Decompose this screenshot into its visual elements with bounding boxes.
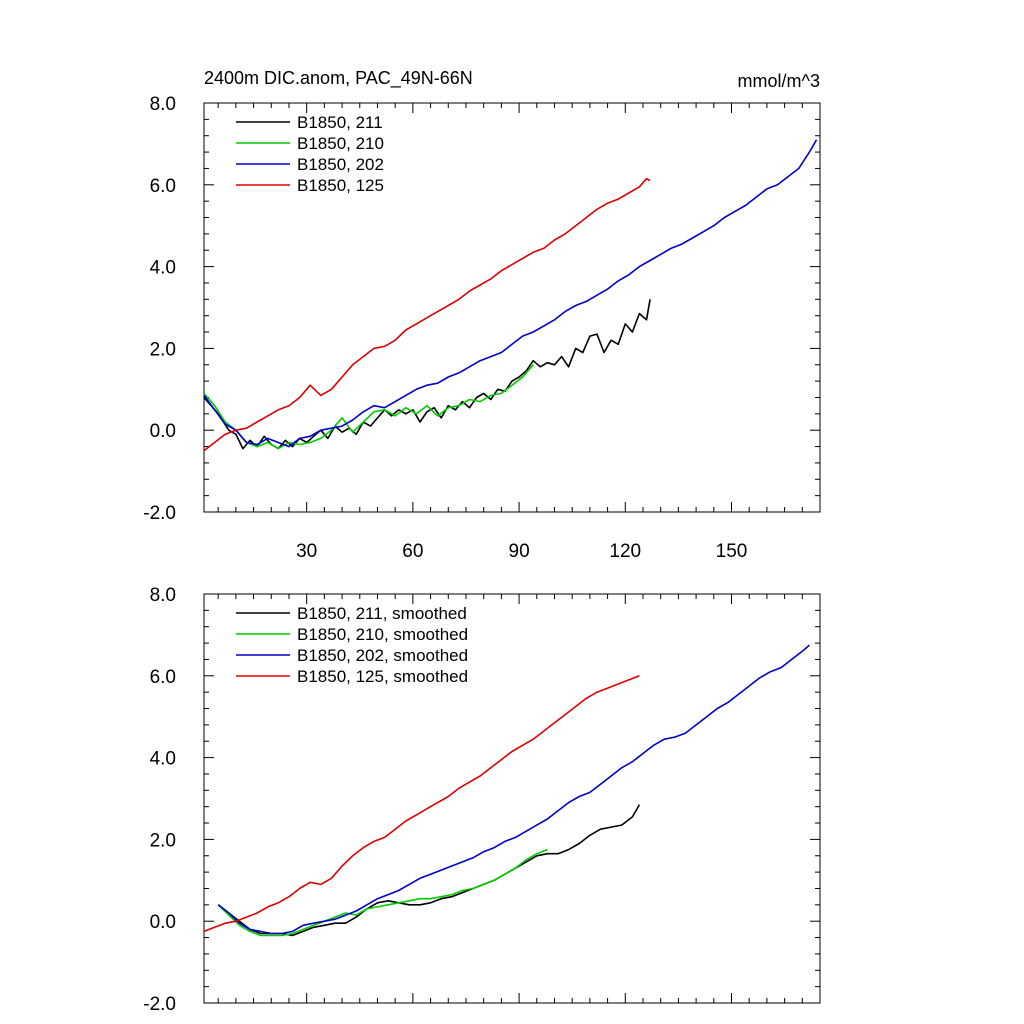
y-tick-label: 8.0 <box>150 585 176 606</box>
chart-units: mmol/m^3 <box>738 71 820 91</box>
legend-label: B1850, 125, smoothed <box>297 667 468 686</box>
y-tick-label: 8.0 <box>150 94 176 115</box>
series-line <box>217 848 548 937</box>
plot-frame <box>203 593 821 1004</box>
series-line <box>217 804 641 937</box>
legend-label: B1850, 202 <box>297 155 384 174</box>
legend-label: B1850, 211, smoothed <box>297 604 467 623</box>
series-line <box>203 299 651 450</box>
legend-label: B1850, 202, smoothed <box>297 646 468 665</box>
y-tick-label: 2.0 <box>150 830 176 851</box>
plot-frame <box>203 102 821 513</box>
x-tick-label: 150 <box>716 541 748 562</box>
legend-label: B1850, 210 <box>297 134 384 153</box>
y-tick-label: 2.0 <box>150 339 176 360</box>
series-line <box>203 177 651 452</box>
y-tick-label: 4.0 <box>150 749 176 770</box>
series-line <box>203 139 818 448</box>
legend-label: B1850, 211 <box>297 113 383 132</box>
series-line <box>203 364 534 450</box>
chart-title: 2400m DIC.anom, PAC_49N-66N <box>204 68 473 89</box>
legend-label: B1850, 125 <box>297 176 384 195</box>
series-line <box>203 675 640 933</box>
panel-bottom: -2.0 0.0 2.0 4.0 6.0 8.0 B1850, 211, smoothed B… <box>143 585 821 1015</box>
panel-top: -2.0 0.0 2.0 4.0 6.0 8.0 30 60 90 120 150 B1850, 21… <box>143 94 821 562</box>
y-tick-label: -2.0 <box>143 503 176 524</box>
series-line <box>217 644 810 935</box>
y-tick-label: 4.0 <box>150 258 176 279</box>
y-tick-label: 6.0 <box>150 176 176 197</box>
legend-label: B1850, 210, smoothed <box>297 625 468 644</box>
y-tick-label: 0.0 <box>150 421 176 442</box>
x-tick-label: 60 <box>402 541 423 562</box>
x-tick-label: 30 <box>296 541 317 562</box>
x-tick-label: 90 <box>509 541 530 562</box>
y-tick-label: 6.0 <box>150 667 176 688</box>
x-tick-label: 120 <box>609 541 641 562</box>
y-tick-label: -2.0 <box>143 994 176 1015</box>
y-tick-label: 0.0 <box>150 912 176 933</box>
